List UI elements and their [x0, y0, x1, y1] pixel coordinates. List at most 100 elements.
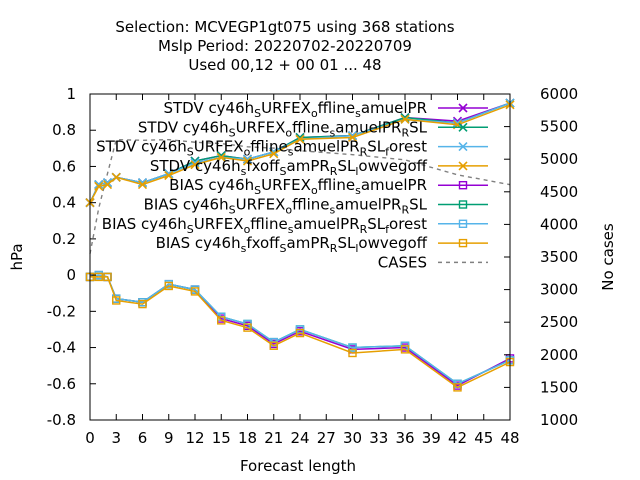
series-7-point-13: [453, 383, 462, 392]
y2-tick-label-7: 4500: [540, 183, 578, 201]
series-6-point-11: [348, 343, 357, 352]
series-3-point-8: [242, 156, 253, 166]
series-7-point-11: [348, 348, 357, 358]
series-layer: [85, 98, 515, 392]
legend-marker-5: [458, 200, 468, 209]
y2-tick-label-6: 4000: [540, 215, 578, 233]
x-tick-label-12: 36: [395, 429, 414, 447]
x-tick-label-10: 30: [343, 429, 362, 447]
series-3-point-10: [295, 134, 305, 144]
x-tick-label-7: 21: [264, 429, 283, 447]
series-3-point-11: [347, 132, 358, 143]
y2-tick-label-2: 2000: [540, 346, 578, 364]
legend-entry-5: BIAS cy46hSURFEXofflinesamuelPRRSL: [144, 196, 488, 217]
x-tick-label-16: 48: [500, 429, 519, 447]
y2-tick-label-8: 5000: [540, 150, 578, 168]
legend-label-2: STDV cy46hSURFEXofflinesamuelPRRSLforest: [96, 138, 427, 159]
legend-label-7: BIAS cy46hsfxoffSamPRRSLlowvegoff: [156, 234, 428, 255]
x-tick-label-2: 6: [138, 429, 148, 447]
y-tick-label-0: -0.8: [47, 411, 76, 429]
y-tick-label-3: -0.2: [47, 302, 76, 320]
y-tick-label-6: 0.4: [52, 194, 76, 212]
legend-label-5: BIAS cy46hSURFEXofflinesamuelPRRSL: [144, 196, 428, 217]
series-3-point-9: [269, 149, 279, 159]
x-tick-label-1: 3: [111, 429, 121, 447]
series-3-point-12: [400, 114, 410, 124]
series-2-point-4: [137, 178, 148, 188]
series-7-point-1: [94, 272, 103, 282]
series-3-point-4: [137, 179, 148, 190]
legend-entry-7: BIAS cy46hsfxoffSamPRRSLlowvegoff: [156, 234, 488, 255]
series-4-line: [89, 274, 511, 387]
y2-tick-label-10: 6000: [540, 85, 578, 103]
y2-tick-label-0: 1000: [540, 411, 578, 429]
series-3-point-6: [190, 160, 200, 170]
legend-entry-8: CASES: [378, 253, 488, 271]
x-tick-label-5: 15: [212, 429, 231, 447]
series-3-point-3: [111, 172, 121, 182]
series-3-point-2: [102, 179, 113, 190]
y2-tick-label-3: 2500: [540, 313, 578, 331]
y-tick-label-4: 0: [66, 266, 76, 284]
y2-axis-label: No cases: [599, 223, 617, 291]
x-tick-label-11: 33: [369, 429, 388, 447]
legend-entry-3: STDV cy46hsfxoffSamPRRSLlowvegoff: [150, 157, 488, 178]
x-tick-label-13: 39: [422, 429, 441, 447]
legend-entry-2: STDV cy46hSURFEXofflinesamuelPRRSLforest: [96, 138, 488, 159]
title-line-3: Used 00,12 + 00 01 ... 48: [188, 56, 381, 74]
series-3-point-7: [216, 152, 226, 162]
series-7-point-10: [295, 328, 305, 338]
legend-marker-0: [458, 103, 468, 113]
series-4: [85, 270, 515, 390]
legend-label-6: BIAS cy46hSURFEXofflinesamuelPRRSLforest: [102, 215, 427, 236]
series-7-point-12: [400, 345, 410, 354]
y2-tick-label-4: 3000: [540, 281, 578, 299]
x-tick-label-4: 12: [185, 429, 204, 447]
series-7: [85, 272, 515, 392]
series-7-point-4: [138, 299, 147, 309]
series-7-line: [90, 276, 511, 389]
y-tick-label-1: -0.6: [47, 375, 76, 393]
y-tick-label-9: 1: [66, 85, 76, 103]
x-axis-label: Forecast length: [240, 457, 356, 475]
legend-marker-2: [458, 142, 468, 152]
legend-entry-4: BIAS cy46hSURFEXofflinesamuelPR: [169, 176, 488, 197]
legend-entry-0: STDV cy46hSURFEXofflinesamuelPR: [163, 99, 488, 120]
series-7-point-7: [217, 316, 226, 325]
series-7-point-9: [269, 341, 278, 350]
legend-label-0: STDV cy46hSURFEXofflinesamuelPR: [163, 99, 427, 120]
legend-marker-7: [458, 238, 468, 248]
legend-marker-3: [458, 161, 468, 171]
legend-entry-6: BIAS cy46hSURFEXofflinesamuelPRRSLforest: [102, 215, 488, 236]
legend-marker-6: [458, 219, 468, 229]
series-3-point-1: [94, 181, 104, 191]
legend-marker-1: [458, 122, 468, 132]
series-2-point-13: [452, 118, 463, 128]
series-2-point-8: [242, 154, 253, 164]
series-2-point-11: [347, 131, 358, 141]
legend-label-8: CASES: [378, 253, 427, 271]
y2-tick-label-5: 3500: [540, 248, 578, 266]
y-tick-label-7: 0.6: [52, 157, 76, 175]
x-tick-label-3: 9: [164, 429, 174, 447]
legend-label-1: STDV cy46hSURFEXofflinesamuelPRRSL: [138, 118, 428, 139]
y2-tick-label-1: 1500: [540, 378, 578, 396]
axes: 0 3 6 9 12 15 18 21 24 27 30 33 36 39 42 45 48-0.8-0.6-0…: [47, 85, 578, 447]
x-tick-label-15: 45: [474, 429, 493, 447]
title-line-1: Selection: MCVEGP1gt075 using 368 statio…: [115, 18, 454, 36]
legend-marker-4: [458, 180, 468, 190]
legend-label-3: STDV cy46hsfxoffSamPRRSLlowvegoff: [150, 157, 428, 178]
series-7-point-2: [103, 272, 112, 282]
x-tick-label-14: 42: [448, 429, 467, 447]
y-tick-label-5: 0.2: [52, 230, 76, 248]
legend-label-4: BIAS cy46hSURFEXofflinesamuelPR: [169, 176, 427, 197]
series-7-point-8: [243, 323, 252, 332]
series-2-point-1: [94, 179, 104, 190]
series-7-point-3: [112, 296, 121, 305]
x-tick-label-8: 24: [290, 429, 309, 447]
series-7-point-5: [164, 281, 173, 291]
title-line-2: Mslp Period: 20220702-20220709: [158, 37, 412, 55]
y-tick-label-2: -0.4: [47, 339, 76, 357]
